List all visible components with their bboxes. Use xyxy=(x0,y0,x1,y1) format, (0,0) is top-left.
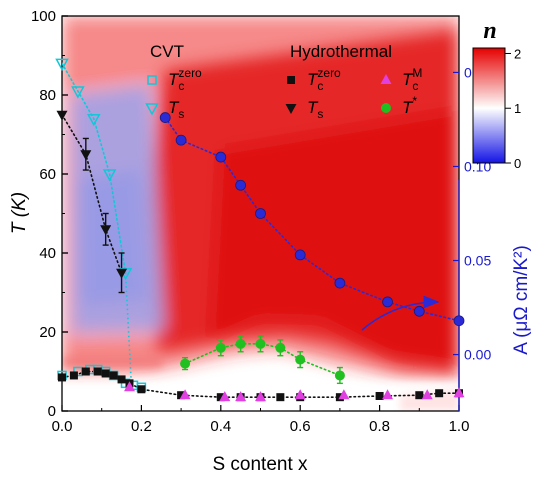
colorbar-ticks: 0 1 2 xyxy=(505,46,521,171)
y-axis-label: T (K) xyxy=(9,192,30,234)
point-hyd_tstar xyxy=(295,354,306,365)
point-cvt_ts xyxy=(102,169,117,182)
point-hyd_tcm xyxy=(235,391,247,402)
legend-marker-hyd_tcm xyxy=(380,74,392,84)
point-cvt_ts xyxy=(71,86,85,99)
colorbar: 0 1 2 n xyxy=(472,18,521,171)
y-tick-label: 60 xyxy=(39,166,56,183)
point-hyd_tc xyxy=(117,375,126,384)
colorbar-label: n xyxy=(483,18,496,44)
point-hyd_tc xyxy=(177,391,186,400)
x-tick-label: 0.0 xyxy=(52,418,73,435)
legend-group-cvt: CVT xyxy=(150,42,184,61)
point-hyd_ts xyxy=(80,150,92,161)
right-axis-label: A (μΩ cm/K²) xyxy=(511,245,532,355)
point-hyd_tc xyxy=(276,393,285,402)
y-tick-label: 100 xyxy=(31,8,56,25)
y-tick-label: 80 xyxy=(39,87,56,104)
point-hyd_tc xyxy=(435,389,444,398)
legend-label-hyd_tstar: T* xyxy=(402,94,417,117)
point-hyd_ts xyxy=(56,110,68,121)
arrow-to-right-axis xyxy=(361,295,440,331)
y-tick-label: 20 xyxy=(39,324,56,341)
point-A xyxy=(413,305,425,317)
point-A xyxy=(175,134,187,146)
point-hyd_tcm xyxy=(123,381,135,392)
point-hyd_tc xyxy=(375,391,384,400)
legend-marker-cvt_ts xyxy=(145,103,159,116)
point-hyd_tc xyxy=(69,371,78,380)
y-tick-label: 40 xyxy=(39,245,56,262)
series-line-hyd_ts xyxy=(62,113,123,274)
point-hyd_tc xyxy=(101,369,110,378)
point-hyd_tc xyxy=(415,391,424,400)
point-hyd_tcm xyxy=(179,389,191,400)
point-hyd_tstar xyxy=(235,338,246,349)
series-line-cvt_ts xyxy=(62,62,127,274)
point-A xyxy=(255,208,266,219)
point-hyd_tcm xyxy=(382,389,394,400)
point-hyd_tstar xyxy=(215,342,226,353)
x-tick-label: 0.6 xyxy=(290,418,311,435)
point-A xyxy=(453,315,465,327)
point-hyd_tc xyxy=(93,367,102,376)
point-hyd_tcm xyxy=(294,389,306,400)
colorbar-tick-label: 2 xyxy=(514,46,521,61)
point-cvt_ts xyxy=(55,58,69,71)
x-tick-label: 1.0 xyxy=(449,418,470,435)
point-hyd_tc xyxy=(58,373,66,382)
point-hyd_tstar xyxy=(255,338,266,349)
x-tick-label: 0.4 xyxy=(210,418,231,435)
point-hyd_tcm xyxy=(453,387,465,398)
right-tick-label: 0.05 xyxy=(464,253,491,269)
colorbar-tick-label: 1 xyxy=(514,101,521,116)
x-axis-ticks: 0.0 0.2 0.4 0.6 0.8 1.0 xyxy=(52,405,470,435)
right-tick-label: 0.00 xyxy=(464,347,491,363)
legend-marker-cvt_tc xyxy=(147,75,157,85)
x-tick-label: 0.8 xyxy=(369,418,390,435)
point-A xyxy=(159,112,171,123)
left-axis-ticks: 0 20 40 60 80 100 xyxy=(31,8,68,420)
point-hyd_tcm xyxy=(338,389,350,400)
point-A xyxy=(334,277,346,289)
legend-label-hyd_tcm: TcM xyxy=(402,66,422,93)
heatmap-n xyxy=(62,16,459,411)
series-line-cvt_ts-tail xyxy=(124,272,133,388)
colorbar-tick-label: 0 xyxy=(514,156,521,171)
point-A xyxy=(215,151,227,163)
point-hyd_ts xyxy=(100,225,112,236)
x-tick-label: 0.2 xyxy=(131,418,152,435)
point-hyd_tcm xyxy=(255,391,266,402)
point-hyd_tstar xyxy=(180,358,191,369)
legend-label-cvt_ts: Ts xyxy=(168,98,184,121)
legend-marker-hyd_ts xyxy=(285,104,297,114)
point-hyd_tc xyxy=(137,385,146,394)
point-hyd_tc xyxy=(81,367,90,376)
legend-label-hyd_ts: Ts xyxy=(307,98,323,121)
legend-label-hyd_tc: Tczero xyxy=(307,66,341,93)
series-line-A xyxy=(164,116,459,322)
legend-marker-hyd_tc xyxy=(287,76,295,84)
y-tick-label: 0 xyxy=(48,403,56,420)
point-hyd_ts xyxy=(116,268,128,279)
point-hyd_tcm xyxy=(219,391,231,402)
point-hyd_tstar xyxy=(275,342,286,353)
point-A xyxy=(294,249,306,261)
point-hyd_tcm xyxy=(421,389,433,400)
x-axis-label: S content x xyxy=(212,454,308,475)
legend-marker-hyd_tstar xyxy=(381,103,391,113)
colorbar-gradient xyxy=(472,47,506,164)
point-hyd_tc xyxy=(109,371,118,380)
point-hyd_tc xyxy=(216,393,225,402)
point-hyd_tstar xyxy=(334,370,345,381)
point-A xyxy=(382,296,393,308)
legend-group-hydrothermal: Hydrothermal xyxy=(290,42,392,61)
point-A xyxy=(235,179,247,191)
series-markers xyxy=(55,58,465,402)
legend-label-cvt_tc: Tczero xyxy=(168,66,202,93)
point-cvt_ts xyxy=(86,113,101,127)
